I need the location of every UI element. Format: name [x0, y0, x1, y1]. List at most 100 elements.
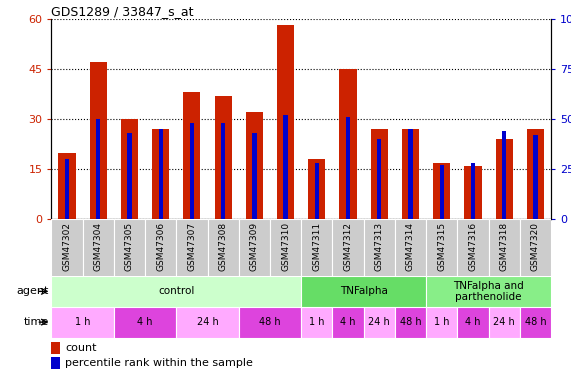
Bar: [377, 139, 381, 219]
Bar: [426, 276, 551, 307]
Bar: [426, 219, 457, 277]
Bar: [301, 276, 426, 307]
Text: GSM47312: GSM47312: [344, 222, 352, 270]
Text: GSM47313: GSM47313: [375, 222, 384, 271]
Bar: [402, 129, 419, 219]
Bar: [346, 117, 350, 219]
Bar: [190, 123, 194, 219]
Text: 48 h: 48 h: [400, 317, 421, 327]
Bar: [408, 129, 413, 219]
Text: percentile rank within the sample: percentile rank within the sample: [65, 358, 254, 368]
Text: 24 h: 24 h: [368, 317, 390, 327]
Bar: [51, 219, 83, 277]
Text: agent: agent: [16, 286, 49, 296]
Bar: [496, 139, 513, 219]
Bar: [127, 133, 131, 219]
Bar: [121, 119, 138, 219]
Bar: [332, 307, 364, 338]
Text: TNFalpha and
parthenolide: TNFalpha and parthenolide: [453, 280, 524, 302]
Bar: [364, 307, 395, 338]
Bar: [51, 342, 61, 354]
Bar: [315, 163, 319, 219]
Text: 4 h: 4 h: [137, 317, 153, 327]
Bar: [283, 115, 288, 219]
Text: 48 h: 48 h: [525, 317, 546, 327]
Text: GSM47304: GSM47304: [94, 222, 103, 270]
Bar: [301, 307, 332, 338]
Bar: [183, 92, 200, 219]
Bar: [252, 133, 256, 219]
Bar: [207, 219, 239, 277]
Bar: [364, 219, 395, 277]
Text: 4 h: 4 h: [465, 317, 481, 327]
Text: GSM47307: GSM47307: [187, 222, 196, 271]
Bar: [433, 162, 451, 219]
Bar: [176, 219, 207, 277]
Text: 1 h: 1 h: [434, 317, 449, 327]
Bar: [58, 153, 75, 219]
Text: 1 h: 1 h: [75, 317, 90, 327]
Text: 48 h: 48 h: [259, 317, 281, 327]
Text: TNFalpha: TNFalpha: [340, 286, 388, 296]
Bar: [339, 69, 357, 219]
Text: GSM47305: GSM47305: [125, 222, 134, 271]
Bar: [471, 163, 475, 219]
Text: GSM47302: GSM47302: [62, 222, 71, 270]
Bar: [239, 219, 270, 277]
Text: GSM47320: GSM47320: [531, 222, 540, 270]
Bar: [114, 219, 145, 277]
Bar: [114, 307, 176, 338]
Text: GSM47318: GSM47318: [500, 222, 509, 271]
Bar: [520, 219, 551, 277]
Bar: [457, 307, 489, 338]
Bar: [145, 219, 176, 277]
Text: 24 h: 24 h: [196, 317, 218, 327]
Bar: [90, 62, 107, 219]
Text: GSM47316: GSM47316: [468, 222, 477, 271]
Bar: [502, 131, 506, 219]
Text: control: control: [158, 286, 195, 296]
Bar: [426, 307, 457, 338]
Bar: [308, 159, 325, 219]
Text: 1 h: 1 h: [309, 317, 324, 327]
Bar: [221, 123, 226, 219]
Bar: [176, 307, 239, 338]
Bar: [371, 129, 388, 219]
Bar: [301, 219, 332, 277]
Bar: [96, 119, 100, 219]
Bar: [533, 135, 537, 219]
Bar: [270, 219, 301, 277]
Bar: [395, 307, 426, 338]
Text: GSM47308: GSM47308: [219, 222, 228, 271]
Bar: [246, 112, 263, 219]
Text: count: count: [65, 343, 97, 352]
Bar: [520, 307, 551, 338]
Bar: [159, 129, 163, 219]
Bar: [239, 307, 301, 338]
Text: GSM47306: GSM47306: [156, 222, 165, 271]
Text: GSM47311: GSM47311: [312, 222, 321, 271]
Text: 4 h: 4 h: [340, 317, 356, 327]
Bar: [457, 219, 489, 277]
Bar: [395, 219, 426, 277]
Text: 24 h: 24 h: [493, 317, 515, 327]
Bar: [332, 219, 364, 277]
Bar: [215, 96, 232, 219]
Bar: [277, 26, 294, 219]
Bar: [152, 129, 169, 219]
Bar: [83, 219, 114, 277]
Bar: [51, 307, 114, 338]
Text: GSM47310: GSM47310: [281, 222, 290, 271]
Text: GDS1289 / 33847_s_at: GDS1289 / 33847_s_at: [51, 4, 194, 18]
Bar: [440, 165, 444, 219]
Bar: [65, 159, 69, 219]
Bar: [464, 166, 481, 219]
Bar: [489, 307, 520, 338]
Text: GSM47314: GSM47314: [406, 222, 415, 270]
Bar: [489, 219, 520, 277]
Bar: [51, 276, 301, 307]
Text: GSM47309: GSM47309: [250, 222, 259, 271]
Text: GSM47315: GSM47315: [437, 222, 446, 271]
Bar: [527, 129, 544, 219]
Text: time: time: [23, 317, 49, 327]
